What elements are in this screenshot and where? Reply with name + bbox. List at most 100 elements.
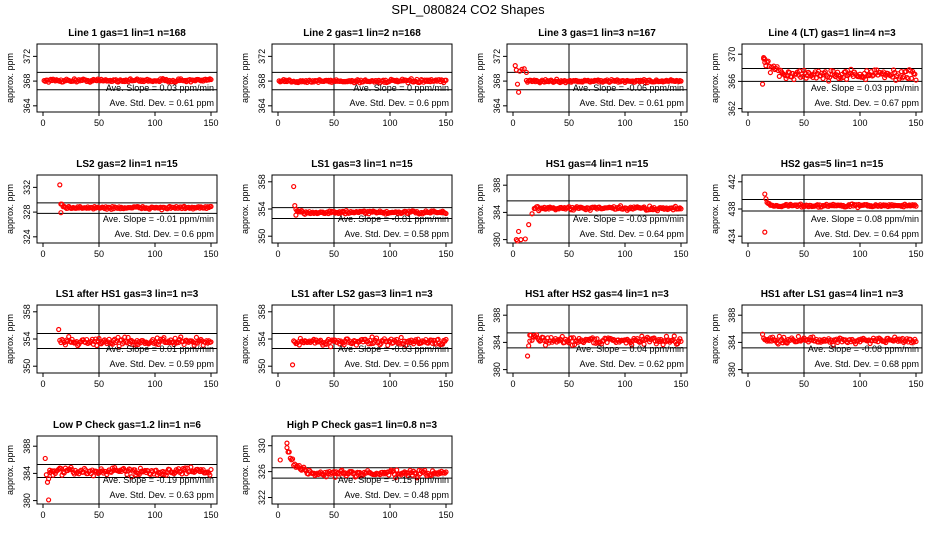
data-point [443,469,449,475]
x-tick-label: 100 [382,379,397,389]
x-tick-label: 150 [438,249,453,259]
data-point [767,69,774,76]
x-tick-label: 0 [275,249,280,259]
data-point [398,334,404,341]
y-axis-label: approx. ppm [5,53,15,103]
data-point [66,334,72,340]
data-point [889,74,896,80]
data-point [634,336,640,342]
y-tick-label: 438 [727,201,737,216]
x-tick-label: 0 [745,379,750,389]
std-annotation: Ave. Std. Dev. = 0.64 ppm [580,229,684,239]
panel-14: High P Check gas=1 lin=0.8 n=3 0 50 100 150 3… [240,420,454,520]
data-point [182,465,188,471]
plot-frame [741,304,923,374]
x-tick-label: 0 [40,118,45,128]
data-points [291,183,449,218]
data-point [671,333,677,339]
data-points [759,54,919,87]
y-tick-label: 326 [257,464,267,479]
x-tick-label: 50 [94,510,104,520]
data-point [443,336,449,343]
x-tick-label: 50 [799,118,809,128]
data-point [298,79,305,85]
data-point [57,182,63,188]
data-point [166,340,173,346]
y-tick-label: 442 [727,174,737,189]
data-point [549,78,555,84]
data-point [178,334,184,340]
data-point [890,67,897,73]
data-point [370,78,376,84]
data-point [116,343,122,349]
std-annotation: Ave. Std. Dev. = 0.61 ppm [110,98,214,108]
data-point [133,342,139,348]
slope-annotation: Ave. Slope = -0.19 ppm/min [103,475,214,485]
panel-title: Line 4 (LT) gas=1 lin=4 n=3 [768,28,896,39]
data-point [512,63,518,69]
data-point [526,222,532,228]
x-tick-label: 50 [329,379,339,389]
data-point [803,75,809,81]
y-tick-label: 350 [257,229,267,244]
y-axis-label: approx. ppm [240,184,250,234]
panel-10: LS1 after LS2 gas=3 lin=1 n=3 0 50 100 150 35… [240,289,454,389]
plot-frame [741,43,923,113]
x-tick-label: 150 [673,249,688,259]
y-tick-label: 372 [492,49,502,64]
panel-13: Low P Check gas=1.2 lin=1 n=6 0 50 100 150 38… [5,420,219,520]
y-tick-label: 354 [22,331,32,346]
x-tick-label: 50 [94,379,104,389]
y-tick-label: 372 [257,49,267,64]
data-points [42,455,214,503]
x-tick-label: 150 [438,510,453,520]
y-tick-label: 366 [727,74,737,89]
std-annotation: Ave. Std. Dev. = 0.6 ppm [115,229,214,239]
y-axis-label: approx. ppm [240,53,250,103]
y-axis-label: approx. ppm [5,445,15,495]
panel-12: HS1 after LS1 gas=4 lin=1 n=3 0 50 100 150 38… [710,289,924,389]
std-annotation: Ave. Std. Dev. = 0.68 ppm [815,359,919,369]
x-tick-label: 150 [673,379,688,389]
y-axis-label: approx. ppm [475,53,485,103]
y-tick-label: 380 [492,362,502,377]
panel-title: LS1 after HS1 gas=3 lin=1 n=3 [56,289,199,300]
data-points [513,203,684,244]
data-point [289,456,296,462]
y-tick-label: 364 [257,98,267,113]
data-point [842,68,849,75]
data-points [277,440,449,481]
data-point [293,212,299,218]
data-point [588,336,595,342]
x-tick-label: 100 [382,510,397,520]
x-tick-label: 0 [40,379,45,389]
y-tick-label: 364 [22,98,32,113]
y-tick-label: 350 [257,359,267,374]
x-tick-label: 100 [852,118,867,128]
panel-title: Line 3 gas=1 lin=3 n=167 [538,28,656,39]
data-point [171,471,177,477]
data-point [908,75,915,81]
panel-title: Line 2 gas=1 lin=2 n=168 [303,28,421,39]
plot-frame [36,435,218,505]
data-point [208,466,214,473]
x-tick-label: 0 [510,118,515,128]
panel-11: HS1 after HS2 gas=4 lin=1 n=3 0 50 100 150 38… [475,289,689,389]
data-point [393,475,399,481]
data-point [678,338,684,344]
data-point [286,449,292,455]
y-tick-label: 384 [22,466,32,481]
data-point [663,333,670,339]
data-point [45,497,52,503]
x-tick-label: 150 [203,510,218,520]
data-point [443,77,449,83]
data-point [907,68,914,74]
x-tick-label: 150 [908,249,923,259]
std-annotation: Ave. Std. Dev. = 0.61 ppm [580,98,684,108]
data-point [443,210,449,217]
y-tick-label: 380 [492,232,502,247]
data-points [289,334,449,368]
plot-frame [36,43,218,113]
main-title: SPL_080824 CO2 Shapes [391,2,545,17]
